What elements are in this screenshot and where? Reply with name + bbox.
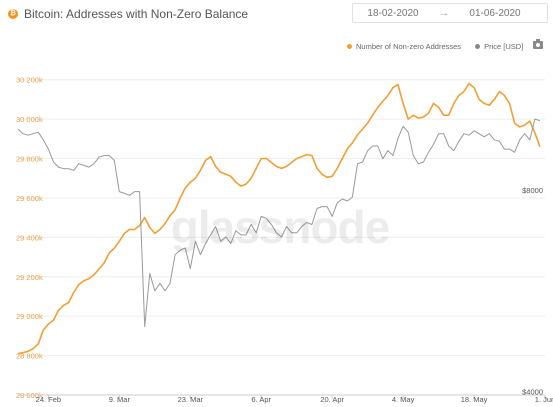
- legend-label-addresses: Number of Non-zero Addresses: [356, 42, 462, 51]
- chart-title: Bitcoin: Addresses with Non-Zero Balance: [24, 7, 249, 21]
- end-date-field[interactable]: 01-06-2020: [469, 7, 521, 19]
- x-tick-label: 6. Apr: [251, 395, 271, 404]
- y-left-tick-label: 29 800k: [16, 155, 43, 164]
- x-tick-label: 18. May: [461, 395, 488, 404]
- x-tick-label: 4. May: [392, 395, 415, 404]
- chart-header: ₿ Bitcoin: Addresses with Non-Zero Balan…: [8, 6, 248, 22]
- legend-dot-price: [475, 44, 481, 49]
- camera-icon[interactable]: [533, 39, 543, 49]
- legend-dot-addresses: [347, 44, 352, 49]
- y-left-tick-label: 30 200k: [16, 76, 43, 85]
- legend-item-addresses[interactable]: Number of Non-zero Addresses: [347, 42, 461, 51]
- y-left-tick-label: 29 200k: [16, 273, 43, 282]
- series-line-addresses: [17, 82, 541, 355]
- arrow-right-icon: →: [438, 7, 450, 19]
- y-left-tick-label: 30 000k: [16, 115, 43, 124]
- y-left-tick-label: 29 000k: [16, 312, 43, 321]
- y-left-tick-label: 29 600k: [16, 194, 43, 203]
- x-tick-label: 1. Jun: [535, 395, 553, 404]
- legend-item-price[interactable]: Price [USD]: [475, 42, 523, 51]
- x-tick-label: 24. Feb: [36, 395, 61, 404]
- chart-legend: Number of Non-zero Addresses Price [USD]: [347, 42, 537, 51]
- y-right-tick-label: $8000: [522, 186, 543, 195]
- y-left-tick-label: 28 800k: [16, 352, 43, 361]
- series-line-price: [17, 118, 541, 327]
- start-date-field[interactable]: 18-02-2020: [367, 7, 419, 19]
- y-right-tick-label: $4000: [522, 387, 543, 396]
- bitcoin-icon: ₿: [8, 9, 18, 19]
- x-tick-label: 20. Apr: [320, 395, 344, 404]
- x-tick-label: 9. Mar: [109, 395, 131, 404]
- x-tick-label: 23. Mar: [178, 395, 204, 404]
- y-left-tick-label: 29 400k: [16, 233, 43, 242]
- date-range-picker[interactable]: 18-02-2020 → 01-06-2020: [352, 3, 548, 23]
- legend-label-price: Price [USD]: [484, 42, 524, 51]
